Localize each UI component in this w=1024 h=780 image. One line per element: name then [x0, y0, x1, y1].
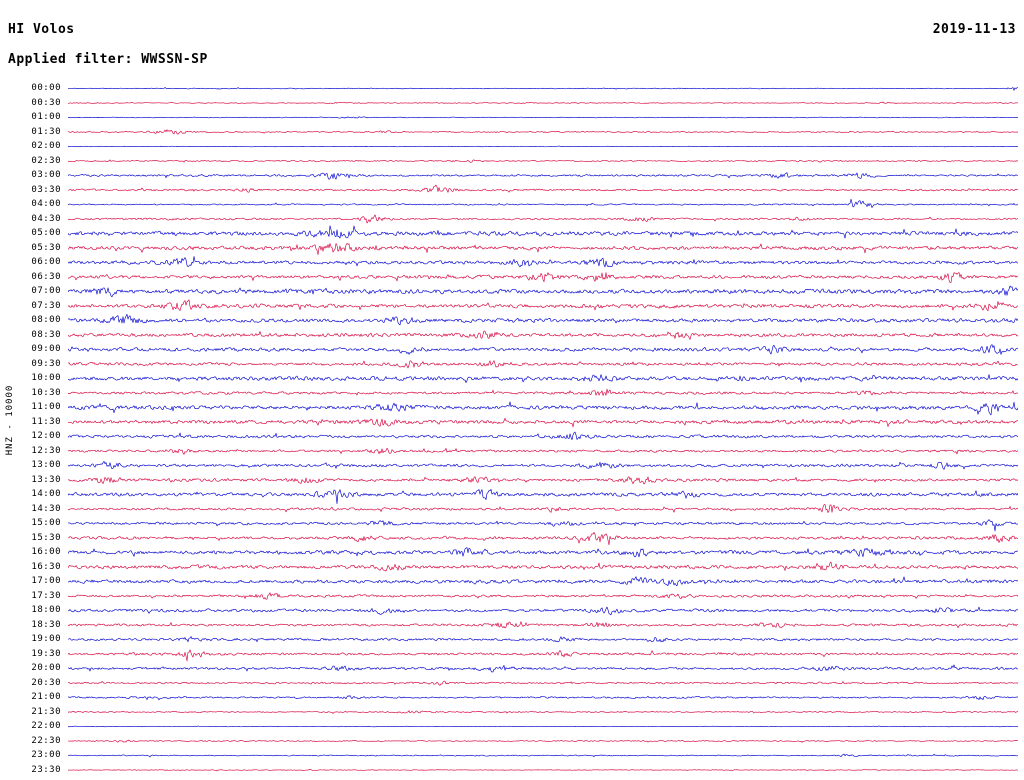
trace-time-label: 13:00 [31, 460, 61, 470]
trace-time-label: 14:00 [31, 489, 61, 499]
seismogram-traces [68, 80, 1018, 778]
trace-time-label: 01:00 [31, 112, 61, 122]
trace-time-label: 20:00 [31, 663, 61, 673]
trace-time-label: 10:30 [31, 387, 61, 398]
trace-time-label: 20:30 [31, 677, 61, 688]
trace-time-label: 09:30 [31, 358, 61, 369]
trace-time-label: 05:30 [31, 242, 61, 253]
trace-time-label: 11:30 [31, 416, 61, 427]
trace-time-label: 19:30 [31, 648, 61, 659]
trace-time-label: 16:00 [31, 547, 61, 557]
trace-time-label: 12:30 [31, 445, 61, 456]
trace-time-label: 09:00 [31, 344, 61, 354]
trace-time-label: 04:00 [31, 199, 61, 209]
trace-time-label: 15:00 [31, 518, 61, 528]
station-title: HI Volos [8, 22, 75, 37]
trace-time-label: 17:30 [31, 590, 61, 601]
trace-time-label: 02:00 [31, 141, 61, 151]
trace-time-label: 08:30 [31, 329, 61, 340]
trace-time-label: 18:00 [31, 605, 61, 615]
trace-time-label: 07:30 [31, 300, 61, 311]
trace-time-label: 12:00 [31, 431, 61, 441]
trace-time-label: 14:30 [31, 503, 61, 514]
trace-time-label: 06:00 [31, 257, 61, 267]
trace-time-label: 11:00 [31, 402, 61, 412]
trace-time-label: 22:30 [31, 735, 61, 746]
time-labels-column: 00:00 00:30 01:00 01:30 02:00 02:30 03:00 03:30… [0, 0, 63, 780]
trace-time-label: 03:30 [31, 184, 61, 195]
trace-time-label: 16:30 [31, 561, 61, 572]
trace-time-label: 08:00 [31, 315, 61, 325]
trace-time-label: 18:30 [31, 619, 61, 630]
trace-time-label: 03:00 [31, 170, 61, 180]
trace-time-label: 23:00 [31, 750, 61, 760]
trace-time-label: 21:30 [31, 706, 61, 717]
trace-time-label: 00:00 [31, 83, 61, 93]
trace-time-label: 05:00 [31, 228, 61, 238]
date-label: 2019-11-13 [932, 22, 1016, 37]
trace-time-label: 07:00 [31, 286, 61, 296]
trace-time-label: 06:30 [31, 271, 61, 282]
trace-time-label: 23:30 [31, 764, 61, 775]
trace-time-label: 21:00 [31, 692, 61, 702]
trace-time-label: 04:30 [31, 213, 61, 224]
trace-time-label: 15:30 [31, 532, 61, 543]
trace-time-label: 17:00 [31, 576, 61, 586]
trace-time-label: 13:30 [31, 474, 61, 485]
filter-label: Applied filter: WWSSN-SP [8, 52, 208, 67]
trace-time-label: 10:00 [31, 373, 61, 383]
trace-time-label: 01:30 [31, 126, 61, 137]
trace-time-label: 19:00 [31, 634, 61, 644]
trace-time-label: 02:30 [31, 155, 61, 166]
trace-time-label: 00:30 [31, 97, 61, 108]
trace-time-label: 22:00 [31, 721, 61, 731]
